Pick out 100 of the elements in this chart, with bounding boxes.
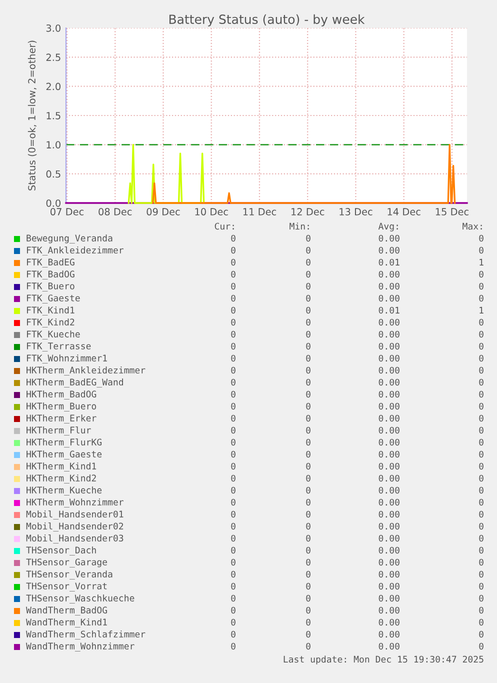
text: 0 (479, 498, 484, 506)
text: 0 (479, 426, 484, 434)
y-tick-label: 3.0 (46, 24, 60, 32)
text: 0 (306, 450, 310, 458)
text: 0 (306, 282, 310, 290)
text: 0.00 (378, 522, 400, 530)
text: 0 (231, 318, 236, 326)
text: 0 (231, 282, 236, 290)
text: 0.00 (378, 546, 400, 554)
text: 0 (306, 354, 310, 362)
text: 0 (479, 642, 484, 650)
text: 0 (306, 546, 310, 554)
text: 0.00 (378, 390, 400, 398)
text: 0 (479, 246, 484, 254)
text: 0 (306, 330, 310, 338)
legend-label: FTK_Buero (27, 282, 74, 292)
text: 0 (231, 234, 236, 242)
legend-label: HKTherm_BadOG (26, 390, 96, 400)
text: 0 (479, 234, 484, 242)
text: 0.00 (378, 630, 400, 638)
legend-label: FTK_Ankleidezimmer (27, 246, 124, 256)
x-tick-label: 12 Dec (292, 208, 324, 216)
legend-label: HKTherm_Wohnzimmer (26, 498, 124, 508)
text: 0 (231, 534, 236, 542)
text: 0 (231, 486, 236, 494)
legend-label: THSensor_Garage (26, 558, 107, 568)
text: 0 (479, 522, 484, 530)
x-tick-label: 11 Dec (243, 208, 276, 216)
y-tick-label: 2.5 (46, 54, 60, 61)
legend-label: FTK_Kind2 (27, 318, 74, 328)
legend-label: Bewegung_Veranda (26, 234, 112, 244)
text: 0 (231, 294, 236, 302)
text: 0 (231, 414, 236, 422)
text: 0 (479, 558, 484, 566)
text: 0.00 (378, 282, 400, 290)
text: 0 (306, 642, 310, 650)
chart-title: Battery Status (auto) - by week (169, 14, 365, 26)
legend-label: HKTherm_Kind1 (26, 462, 96, 472)
legend-label: HKTherm_Erker (26, 414, 96, 424)
legend-label: HKTherm_Gaeste (26, 450, 102, 460)
text: Cur: (214, 222, 234, 230)
x-tick-label: 09 Dec (146, 208, 180, 216)
text: 0 (479, 618, 484, 626)
text: 0.00 (378, 354, 400, 362)
text: 0 (231, 258, 236, 266)
text: 0 (306, 414, 310, 422)
text: 0 (306, 258, 310, 266)
text: 0 (306, 606, 310, 614)
text: 0.00 (378, 618, 400, 626)
text: 0 (306, 630, 310, 638)
text: 0.00 (378, 378, 400, 386)
text: 0 (306, 570, 310, 578)
text: 0.00 (378, 606, 400, 614)
legend-label: FTK_Terrasse (27, 342, 91, 352)
text: 0 (231, 510, 236, 518)
text: 0 (306, 402, 310, 410)
text: 0 (479, 510, 484, 518)
text: 0 (479, 402, 484, 410)
text: 0 (306, 270, 310, 278)
text: 0 (231, 390, 236, 398)
text: 0 (479, 330, 484, 338)
text: 0.01 (378, 258, 400, 266)
legend-label: THSensor_Veranda (26, 570, 112, 580)
text: 0 (479, 270, 484, 278)
text: 0 (231, 438, 236, 446)
text: 0 (231, 366, 236, 374)
x-tick-label: 15 Dec (436, 208, 468, 216)
text: 0 (231, 498, 236, 506)
y-tick-label: 2.0 (46, 82, 60, 90)
text: 0.00 (378, 438, 400, 446)
legend-label: Mobil_Handsender01 (26, 510, 124, 520)
legend-label: FTK_BadEG (27, 258, 74, 268)
text: 0 (306, 234, 310, 242)
text: 0 (479, 606, 484, 614)
text: 0 (231, 378, 236, 386)
legend-label: FTK_Wohnzimmer1 (27, 354, 107, 364)
text: 0.00 (378, 582, 400, 590)
text: 0 (306, 618, 310, 626)
y-tick-label: 0.0 (46, 199, 60, 207)
legend-label: WandTherm_Kind1 (26, 618, 107, 628)
y-tick-label: 1.5 (46, 112, 60, 120)
text: 0.00 (378, 414, 400, 422)
text: 0.00 (378, 498, 400, 506)
x-tick-label: 14 Dec (388, 208, 420, 216)
text: 0 (231, 642, 236, 650)
text: 0.00 (378, 462, 400, 470)
text: 0 (306, 534, 310, 542)
legend-label: Mobil_Handsender02 (26, 522, 124, 532)
text: 0.00 (378, 270, 400, 278)
text: Avg: (378, 222, 398, 232)
text: 0 (479, 342, 484, 350)
text: 0 (479, 438, 484, 446)
text: 0 (306, 378, 310, 386)
y-tick-label: 0.5 (46, 170, 60, 178)
text: 0 (479, 282, 484, 290)
text: 0.00 (378, 426, 400, 434)
text: 0 (306, 594, 310, 602)
text: 0 (479, 582, 484, 590)
x-tick-label: 10 Dec (195, 208, 228, 216)
x-tick-label: 08 Dec (98, 208, 132, 216)
